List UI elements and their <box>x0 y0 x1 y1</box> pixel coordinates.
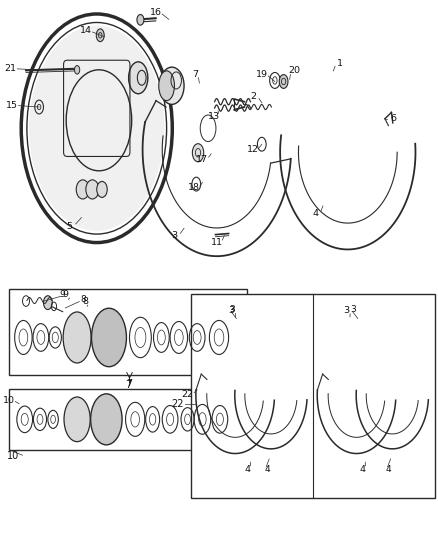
Text: 3: 3 <box>229 304 235 313</box>
Text: 3: 3 <box>228 305 234 314</box>
Text: 12: 12 <box>247 145 259 154</box>
Text: 4: 4 <box>264 465 270 474</box>
Bar <box>10 389 247 450</box>
Text: 9: 9 <box>60 289 66 298</box>
Text: 22: 22 <box>182 390 194 399</box>
Text: 4: 4 <box>244 465 251 474</box>
Text: 4: 4 <box>313 209 319 218</box>
Text: 3: 3 <box>343 305 350 314</box>
Ellipse shape <box>91 394 122 445</box>
Ellipse shape <box>279 75 288 88</box>
Ellipse shape <box>137 14 144 25</box>
Text: 7: 7 <box>125 380 131 390</box>
Text: 7: 7 <box>192 70 198 78</box>
Ellipse shape <box>76 180 89 199</box>
Text: 1: 1 <box>337 59 343 68</box>
Text: 10: 10 <box>7 451 20 461</box>
Text: 5: 5 <box>67 222 73 231</box>
Ellipse shape <box>129 62 148 94</box>
Text: 14: 14 <box>80 27 92 36</box>
Bar <box>191 294 435 498</box>
Text: 8: 8 <box>83 296 89 305</box>
Text: 21: 21 <box>4 64 16 73</box>
Text: 11: 11 <box>211 238 223 247</box>
Text: 13: 13 <box>208 112 220 121</box>
Text: 19: 19 <box>256 70 268 78</box>
Ellipse shape <box>159 71 174 101</box>
Text: 3: 3 <box>171 231 177 240</box>
Ellipse shape <box>192 144 204 162</box>
Ellipse shape <box>64 397 90 442</box>
Text: 22: 22 <box>172 399 184 409</box>
Text: 7: 7 <box>127 379 132 388</box>
Text: 20: 20 <box>288 67 300 75</box>
Ellipse shape <box>63 312 91 363</box>
Text: 9: 9 <box>62 290 68 299</box>
Ellipse shape <box>29 26 164 231</box>
Text: 17: 17 <box>196 155 208 164</box>
Text: 15: 15 <box>6 101 18 110</box>
Text: 3: 3 <box>350 304 357 313</box>
Text: 6: 6 <box>391 114 397 123</box>
Ellipse shape <box>43 296 52 310</box>
Ellipse shape <box>159 67 184 104</box>
Text: 4: 4 <box>385 465 391 474</box>
Text: 8: 8 <box>80 295 86 304</box>
Text: 18: 18 <box>187 183 200 192</box>
Bar <box>10 289 247 375</box>
Text: 4: 4 <box>359 465 365 474</box>
Ellipse shape <box>92 308 127 367</box>
Text: 16: 16 <box>150 8 162 17</box>
Ellipse shape <box>97 181 107 197</box>
Ellipse shape <box>74 66 80 74</box>
Text: 10: 10 <box>3 396 14 405</box>
Ellipse shape <box>86 180 99 199</box>
Ellipse shape <box>96 29 104 42</box>
Text: 2: 2 <box>250 92 256 101</box>
